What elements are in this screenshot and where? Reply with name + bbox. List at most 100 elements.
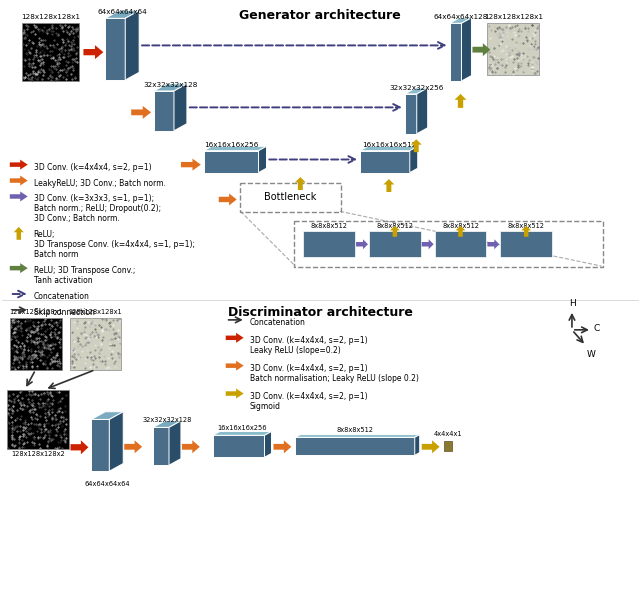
Text: 3D Conv. (k=4x4x4, s=2, p=1): 3D Conv. (k=4x4x4, s=2, p=1) <box>34 163 151 172</box>
Text: 8x8x8x512: 8x8x8x512 <box>337 427 374 434</box>
Text: H: H <box>569 299 576 308</box>
Text: 3D Conv. (k=4x4x4, s=2, p=1): 3D Conv. (k=4x4x4, s=2, p=1) <box>250 364 367 372</box>
Polygon shape <box>212 435 264 457</box>
Polygon shape <box>153 428 169 465</box>
Polygon shape <box>124 440 142 453</box>
Text: 32x32x32x128: 32x32x32x128 <box>142 418 192 424</box>
Bar <box>369 231 420 257</box>
Polygon shape <box>472 43 490 56</box>
Polygon shape <box>405 88 428 94</box>
Polygon shape <box>10 263 28 273</box>
Bar <box>10 318 61 369</box>
Text: 64x64x64x64: 64x64x64x64 <box>84 481 130 487</box>
Text: Batch norm: Batch norm <box>34 250 78 259</box>
Polygon shape <box>356 239 368 249</box>
Polygon shape <box>70 440 88 454</box>
Bar <box>7 390 68 449</box>
Polygon shape <box>422 239 434 249</box>
Text: 4x4x4x1: 4x4x4x1 <box>433 431 462 437</box>
Polygon shape <box>295 437 415 455</box>
Polygon shape <box>226 388 244 399</box>
Text: 8x8x8x512: 8x8x8x512 <box>310 223 348 229</box>
Text: 3D Conv. (k=4x4x4, s=2, p=1): 3D Conv. (k=4x4x4, s=2, p=1) <box>250 391 367 400</box>
Text: 64x64x64x128: 64x64x64x128 <box>433 14 488 20</box>
Bar <box>488 23 539 75</box>
Text: 128x128x128x1: 128x128x128x1 <box>9 309 63 315</box>
Polygon shape <box>449 23 461 81</box>
Polygon shape <box>10 160 28 170</box>
Polygon shape <box>182 440 200 453</box>
Text: ReLU;: ReLU; <box>34 230 55 239</box>
Polygon shape <box>106 18 125 80</box>
Text: 3D Conv. (k=3x3x3, s=1, p=1);: 3D Conv. (k=3x3x3, s=1, p=1); <box>34 194 154 204</box>
Polygon shape <box>264 431 271 457</box>
Bar <box>22 23 79 81</box>
Text: 128x128x128x2: 128x128x128x2 <box>11 451 65 457</box>
Text: Concatenation: Concatenation <box>34 292 90 301</box>
Bar <box>444 441 452 451</box>
Polygon shape <box>106 11 139 18</box>
Text: 3D Conv.; Batch norm.: 3D Conv.; Batch norm. <box>34 214 120 223</box>
Polygon shape <box>154 91 174 131</box>
Polygon shape <box>125 11 139 80</box>
Polygon shape <box>295 435 420 437</box>
Polygon shape <box>360 146 418 151</box>
Polygon shape <box>383 179 394 192</box>
Text: 16x16x16x256: 16x16x16x256 <box>204 142 259 148</box>
Polygon shape <box>174 84 187 131</box>
Bar <box>500 231 552 257</box>
Polygon shape <box>226 333 244 343</box>
Polygon shape <box>109 412 124 471</box>
Text: 32x32x32x128: 32x32x32x128 <box>143 82 198 88</box>
Polygon shape <box>154 84 187 91</box>
Text: ReLU; 3D Transpose Conv.;: ReLU; 3D Transpose Conv.; <box>34 266 135 275</box>
Text: Discriminator architecture: Discriminator architecture <box>228 306 413 319</box>
Polygon shape <box>181 159 201 170</box>
Bar <box>70 318 121 369</box>
Text: Sigmoid: Sigmoid <box>250 402 280 410</box>
Polygon shape <box>204 146 266 151</box>
Polygon shape <box>295 177 306 190</box>
Text: 3D Transpose Conv. (k=4x4x4, s=1, p=1);: 3D Transpose Conv. (k=4x4x4, s=1, p=1); <box>34 240 195 249</box>
Polygon shape <box>219 194 237 206</box>
Polygon shape <box>454 94 467 108</box>
Text: W: W <box>587 350 596 359</box>
Polygon shape <box>405 94 417 134</box>
Polygon shape <box>131 106 151 119</box>
Polygon shape <box>259 146 266 173</box>
Text: 128x128x128x1: 128x128x128x1 <box>484 14 543 20</box>
Polygon shape <box>153 421 181 428</box>
Polygon shape <box>521 226 531 237</box>
Text: C: C <box>594 324 600 333</box>
Polygon shape <box>410 146 418 173</box>
Polygon shape <box>92 412 124 419</box>
Polygon shape <box>226 361 244 371</box>
Text: Bottleneck: Bottleneck <box>264 192 317 203</box>
Polygon shape <box>10 176 28 185</box>
Polygon shape <box>456 226 465 237</box>
Text: 32x32x32x256: 32x32x32x256 <box>389 85 444 91</box>
Polygon shape <box>461 18 472 81</box>
Text: Leaky ReLU (slope=0.2): Leaky ReLU (slope=0.2) <box>250 346 340 355</box>
Text: Batch normalisation; Leaky ReLU (slope 0.2): Batch normalisation; Leaky ReLU (slope 0… <box>250 374 419 383</box>
Text: 16x16x16x256: 16x16x16x256 <box>218 425 267 431</box>
Polygon shape <box>360 151 410 173</box>
Text: 128x128x128x1: 128x128x128x1 <box>21 14 80 20</box>
Polygon shape <box>273 440 291 453</box>
Polygon shape <box>390 226 400 237</box>
Text: 8x8x8x512: 8x8x8x512 <box>442 223 479 229</box>
Text: 8x8x8x512: 8x8x8x512 <box>376 223 413 229</box>
Polygon shape <box>14 227 24 240</box>
Polygon shape <box>415 435 420 455</box>
Polygon shape <box>83 45 103 59</box>
Text: Generator architecture: Generator architecture <box>239 10 401 23</box>
Polygon shape <box>92 419 109 471</box>
Text: 64x64x64x64: 64x64x64x64 <box>97 10 147 15</box>
Text: Skip connection: Skip connection <box>34 308 95 317</box>
Text: 128x128x128x1: 128x128x128x1 <box>68 309 122 315</box>
Bar <box>435 231 486 257</box>
Text: 8x8x8x512: 8x8x8x512 <box>508 223 545 229</box>
Bar <box>303 231 355 257</box>
Polygon shape <box>10 191 28 201</box>
Text: Batch norm.; ReLU; Dropout(0.2);: Batch norm.; ReLU; Dropout(0.2); <box>34 204 161 213</box>
